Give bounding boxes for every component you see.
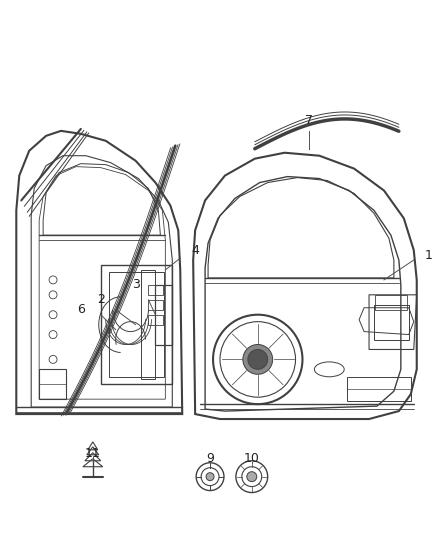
Text: 9: 9 (206, 453, 214, 465)
Text: 2: 2 (97, 293, 105, 306)
Circle shape (243, 344, 273, 374)
Text: 4: 4 (191, 244, 199, 256)
Text: 10: 10 (244, 453, 260, 465)
Text: 3: 3 (131, 278, 139, 292)
Text: 7: 7 (305, 115, 314, 127)
Text: 6: 6 (77, 303, 85, 316)
Text: 1: 1 (425, 248, 433, 262)
Text: 11: 11 (85, 447, 101, 461)
Circle shape (206, 473, 214, 481)
Circle shape (248, 350, 268, 369)
Circle shape (247, 472, 257, 482)
